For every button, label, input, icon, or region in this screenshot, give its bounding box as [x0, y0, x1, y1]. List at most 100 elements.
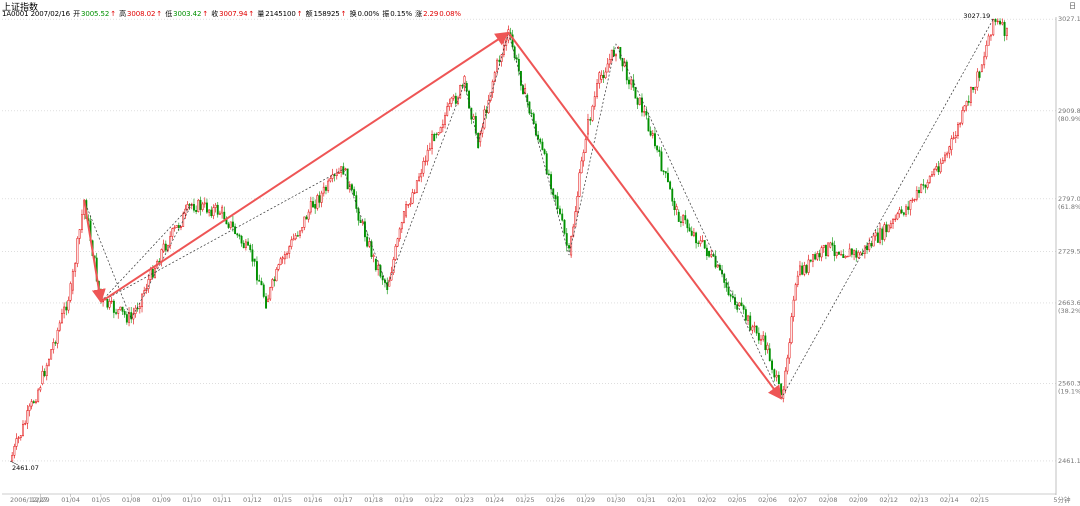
candle-body	[822, 245, 825, 248]
candle-body	[957, 123, 959, 136]
candle-body	[402, 211, 405, 223]
x-tick-label: 01/05	[92, 496, 111, 504]
candle-body	[112, 300, 115, 313]
change-value: 2.29	[423, 10, 439, 18]
candle-body	[874, 232, 877, 237]
candle-body	[561, 213, 564, 221]
candle-body	[188, 204, 191, 206]
period-toggle[interactable]: 日	[1069, 2, 1076, 10]
candle-body	[714, 255, 717, 268]
candle-body	[976, 71, 979, 88]
annotations: 3027.19 2461.07	[9, 12, 994, 472]
volume-label: 量	[257, 10, 265, 18]
candlesticks	[11, 18, 1008, 462]
candle-body	[948, 146, 951, 154]
candle-body	[954, 135, 957, 139]
annotation-high: 3027.19	[963, 12, 990, 20]
amplitude-label: 振	[382, 10, 390, 18]
candle-body	[591, 105, 594, 121]
candle-body	[130, 312, 133, 320]
candle-body	[48, 358, 50, 366]
candle-body	[985, 45, 988, 58]
candle-body	[853, 250, 856, 255]
candle-body	[645, 111, 648, 116]
candle-body	[630, 79, 633, 85]
candle-body	[331, 174, 334, 179]
candle-body	[837, 251, 840, 255]
candle-body	[638, 97, 641, 105]
candle-body	[961, 110, 964, 124]
candle-body	[515, 57, 518, 60]
zigzag-line	[83, 19, 994, 400]
candle-body	[227, 223, 230, 228]
x-tick-label: 02/15	[970, 496, 989, 504]
candle-body	[675, 206, 678, 210]
candle-body	[32, 401, 35, 403]
volume-value: 2145100	[265, 10, 296, 18]
candle-body	[123, 311, 126, 315]
x-tick-label: 01/30	[607, 496, 626, 504]
candle-body	[920, 184, 923, 193]
candle-body	[740, 302, 743, 306]
x-tick-label: 01/29	[576, 496, 595, 504]
candle-body	[790, 316, 793, 343]
candle-body	[309, 201, 312, 213]
close-value: 3007.94	[219, 10, 248, 18]
candle-body	[695, 232, 698, 244]
candle-body	[654, 133, 656, 147]
candle-body	[889, 223, 892, 228]
amount-value: 158925	[313, 10, 340, 18]
candle-body	[963, 105, 966, 111]
candle-body	[532, 113, 535, 125]
candle-body	[164, 243, 167, 251]
ohlc-info-line: 1A0001 2007/02/16 开3005.52↑ 高3008.02↑ 低3…	[2, 10, 461, 18]
code-date: 1A0001 2007/02/16	[2, 10, 70, 18]
candle-body	[524, 88, 527, 95]
candle-body	[773, 369, 776, 378]
candle-body	[738, 302, 741, 307]
candle-body	[771, 360, 773, 370]
candle-body	[634, 87, 637, 99]
candle-body	[883, 224, 886, 240]
candle-body	[684, 215, 687, 221]
candle-body	[926, 182, 929, 188]
candle-body	[539, 138, 542, 143]
candle-body	[394, 245, 397, 260]
candle-body	[552, 188, 555, 196]
candle-body	[697, 242, 700, 244]
candle-body	[290, 239, 293, 247]
candle-body	[831, 242, 834, 246]
candle-body	[240, 235, 243, 244]
x-tick-label: 01/22	[425, 496, 444, 504]
candle-body	[415, 180, 418, 193]
candle-body	[379, 265, 382, 277]
candle-body	[801, 265, 804, 275]
candle-body	[742, 305, 745, 310]
candle-body	[208, 209, 211, 213]
candle-body	[143, 290, 146, 295]
candle-body	[824, 245, 827, 256]
candle-body	[81, 214, 83, 230]
candle-body	[892, 219, 894, 224]
candle-body	[565, 233, 568, 246]
candle-body	[312, 201, 314, 208]
open-label: 开	[73, 10, 80, 18]
candle-body	[911, 199, 914, 202]
candle-body	[967, 101, 970, 103]
x-tick-label: 01/19	[395, 496, 414, 504]
x-tick-label: 01/15	[273, 496, 292, 504]
grid-lines	[2, 18, 1056, 495]
candle-body	[271, 279, 274, 288]
candle-body	[258, 279, 261, 282]
candle-body	[840, 254, 843, 256]
candle-body	[370, 241, 373, 257]
candle-body	[368, 241, 371, 247]
candle-body	[400, 222, 403, 230]
candle-body	[671, 188, 674, 202]
candle-body	[887, 224, 890, 233]
candle-body	[461, 85, 464, 87]
candle-body	[428, 148, 431, 151]
candle-body	[1005, 27, 1008, 36]
candle-body	[167, 245, 169, 251]
